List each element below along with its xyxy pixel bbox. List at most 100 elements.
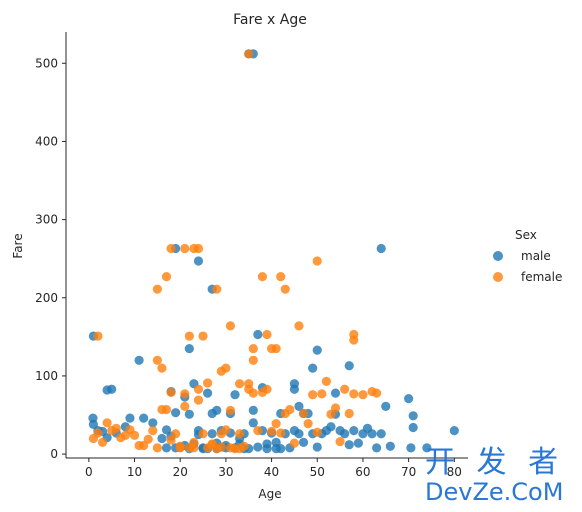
point-female (198, 331, 208, 341)
x-tick-label: 10 (127, 465, 142, 479)
x-tick-label: 40 (264, 465, 279, 479)
point-male (408, 411, 418, 421)
point-female (234, 379, 245, 389)
data-points (88, 49, 459, 454)
x-tick-label: 30 (218, 465, 233, 479)
point-male (349, 426, 359, 436)
point-female (317, 389, 327, 399)
series-female (88, 49, 382, 454)
point-male (230, 390, 240, 400)
point-male (298, 437, 309, 447)
point-female (216, 366, 226, 376)
y-tick-label: 100 (35, 369, 58, 383)
x-tick-label: 70 (401, 465, 416, 479)
point-female (276, 428, 286, 438)
point-male (353, 438, 363, 448)
point-male (406, 443, 416, 453)
point-female (276, 272, 286, 282)
point-female (189, 443, 199, 453)
legend-marker-female (493, 272, 503, 282)
y-axis-label: Fare (11, 233, 25, 258)
point-female (166, 243, 176, 254)
point-female (180, 389, 190, 399)
point-female (102, 418, 112, 428)
point-female (234, 429, 245, 439)
point-female (289, 438, 300, 448)
point-female (271, 419, 281, 429)
point-male (294, 401, 304, 412)
point-female (152, 284, 162, 294)
point-female (248, 343, 258, 354)
y-tick-label: 400 (35, 134, 58, 148)
point-female (203, 378, 213, 388)
point-female (280, 284, 290, 294)
point-female (372, 388, 382, 398)
point-male (207, 429, 217, 439)
point-female (216, 442, 226, 452)
point-female (198, 429, 208, 439)
point-male (207, 408, 217, 419)
point-male (161, 443, 172, 453)
y-tick-label: 300 (35, 213, 58, 227)
x-tick-label: 20 (173, 465, 188, 479)
point-female (262, 384, 272, 394)
point-male (248, 405, 258, 415)
point-male (294, 429, 304, 439)
x-tick-label: 60 (355, 465, 370, 479)
point-male (340, 429, 350, 439)
point-male (125, 413, 135, 423)
point-female (193, 384, 204, 394)
point-male (289, 384, 300, 394)
point-female (175, 443, 185, 453)
point-male (385, 441, 395, 451)
point-female (271, 343, 281, 354)
point-female (285, 404, 295, 415)
point-female (312, 427, 322, 437)
point-female (344, 408, 354, 419)
point-female (294, 321, 304, 331)
point-male (449, 426, 459, 436)
series-male (88, 49, 459, 454)
point-male (344, 440, 354, 450)
chart-title: Fare x Age (233, 12, 307, 28)
point-female (303, 419, 313, 429)
point-female (93, 331, 103, 341)
point-female (248, 355, 258, 365)
point-female (225, 321, 236, 331)
point-female (148, 426, 158, 436)
legend: Sex male female (493, 228, 562, 284)
point-male (344, 361, 354, 371)
point-male (248, 418, 258, 428)
point-female (93, 428, 103, 438)
point-female (312, 256, 322, 266)
point-male (372, 443, 382, 453)
point-female (308, 390, 318, 400)
point-male (376, 429, 386, 439)
point-female (321, 376, 331, 386)
legend-label-male: male (521, 249, 551, 263)
point-female (221, 425, 231, 435)
point-female (225, 443, 236, 453)
point-female (266, 426, 277, 437)
point-female (193, 395, 204, 405)
point-female (349, 389, 359, 399)
x-tick-label: 80 (447, 465, 462, 479)
point-female (244, 49, 254, 59)
x-axis-label: Age (258, 487, 281, 501)
point-female (225, 405, 236, 415)
point-female (161, 272, 172, 282)
watermark-en: DevZe.CoM (425, 478, 563, 506)
watermark-cn: 开 发 者 (425, 445, 564, 480)
point-male (330, 388, 341, 398)
x-tick-label: 0 (85, 465, 93, 479)
point-male (422, 443, 432, 453)
point-female (349, 335, 359, 345)
point-male (367, 429, 377, 439)
watermark: 开 发 者 DevZe.CoM (425, 445, 564, 506)
point-male (184, 409, 194, 419)
point-female (330, 403, 341, 413)
legend-title: Sex (515, 228, 537, 242)
point-female (340, 384, 350, 394)
point-male (381, 401, 391, 412)
point-male (271, 444, 281, 454)
